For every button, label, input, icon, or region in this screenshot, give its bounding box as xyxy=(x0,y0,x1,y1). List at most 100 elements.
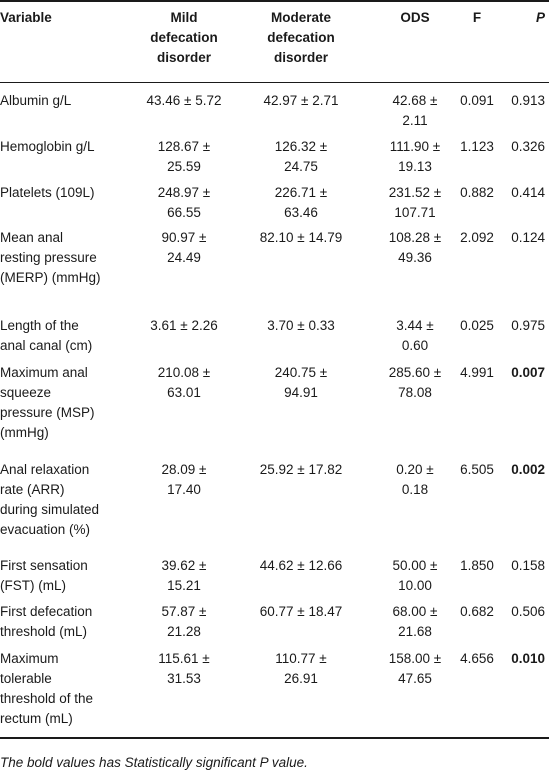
cell-mild: 66.55 xyxy=(167,205,201,220)
cell-p: 0.010 xyxy=(511,651,545,666)
cell-variable: Albumin g/L xyxy=(0,93,72,108)
header-moderate-line-1: Moderate xyxy=(270,10,331,25)
cell-mild: 57.87 ± xyxy=(161,604,207,619)
cell-ods: 10.00 xyxy=(398,578,432,593)
cell-moderate: 94.91 xyxy=(284,385,318,400)
table-header-rule xyxy=(0,82,549,83)
cell-p: 0.007 xyxy=(511,365,545,380)
cell-p: 0.326 xyxy=(511,139,545,154)
cell-variable: (mmHg) xyxy=(0,425,49,440)
cell-ods: 231.52 ± xyxy=(388,185,442,200)
cell-variable: evacuation (%) xyxy=(0,522,91,537)
cell-f: 0.025 xyxy=(460,318,494,333)
cell-p: 0.913 xyxy=(511,93,545,108)
cell-mild: 3.61 ± 2.26 xyxy=(150,318,218,333)
cell-mild: 24.49 xyxy=(167,250,201,265)
cell-f: 0.091 xyxy=(460,93,494,108)
cell-variable: (FST) (mL) xyxy=(0,578,66,593)
cell-f: 4.656 xyxy=(460,651,494,666)
cell-variable: Length of the xyxy=(0,318,79,333)
table-footnote: The bold values has Statistically signif… xyxy=(0,755,308,770)
cell-ods: 68.00 ± xyxy=(392,604,438,619)
cell-mild: 25.59 xyxy=(167,159,201,174)
cell-moderate: 60.77 ± 18.47 xyxy=(259,604,343,619)
cell-ods: 285.60 ± xyxy=(388,365,442,380)
cell-f: 0.882 xyxy=(460,185,494,200)
header-variable: Variable xyxy=(0,10,52,25)
cell-ods: 2.11 xyxy=(402,113,428,128)
header-mild-line-1: Mild xyxy=(170,10,198,25)
cell-f: 6.505 xyxy=(460,462,494,477)
cell-mild: 63.01 xyxy=(167,385,201,400)
header-mild-line-2: defecation xyxy=(150,30,218,45)
header-moderate-line-2: defecation xyxy=(267,30,335,45)
cell-moderate: 26.91 xyxy=(284,671,318,686)
header-mild-line-3: disorder xyxy=(156,50,211,65)
cell-p: 0.158 xyxy=(511,558,545,573)
header-f: F xyxy=(472,10,482,25)
cell-ods: 111.90 ± xyxy=(389,139,441,154)
cell-mild: 17.40 xyxy=(167,482,201,497)
cell-moderate: 110.77 ± xyxy=(275,651,327,666)
cell-moderate: 126.32 ± xyxy=(274,139,328,154)
cell-ods: 3.44 ± xyxy=(396,318,434,333)
cell-variable: pressure (MSP) xyxy=(0,405,95,420)
cell-ods: 49.36 xyxy=(398,250,432,265)
header-ods: ODS xyxy=(400,10,430,25)
cell-mild: 21.28 xyxy=(167,624,201,639)
cell-variable: resting pressure xyxy=(0,250,97,265)
cell-variable: (MERP) (mmHg) xyxy=(0,270,101,285)
cell-ods: 158.00 ± xyxy=(388,651,442,666)
cell-variable: Maximum xyxy=(0,651,59,666)
cell-moderate: 82.10 ± 14.79 xyxy=(259,230,343,245)
cell-ods: 0.60 xyxy=(401,338,429,353)
cell-f: 1.850 xyxy=(460,558,494,573)
table-bottom-rule xyxy=(0,737,549,739)
cell-mild: 15.21 xyxy=(167,578,201,593)
cell-ods: 0.20 ± xyxy=(396,462,434,477)
cell-mild: 28.09 ± xyxy=(161,462,207,477)
cell-variable: threshold of the xyxy=(0,691,94,706)
cell-p: 0.124 xyxy=(511,230,545,245)
cell-variable: First sensation xyxy=(0,558,88,573)
cell-mild: 90.97 ± xyxy=(161,230,207,245)
cell-mild: 248.97 ± xyxy=(157,185,211,200)
cell-variable: Platelets (109L) xyxy=(0,185,95,200)
cell-f: 2.092 xyxy=(460,230,494,245)
cell-variable: tolerable xyxy=(0,671,52,686)
cell-moderate: 24.75 xyxy=(284,159,318,174)
cell-variable: squeeze xyxy=(0,385,52,400)
cell-variable: rate (ARR) xyxy=(0,482,65,497)
cell-p: 0.975 xyxy=(511,318,545,333)
cell-moderate: 226.71 ± xyxy=(274,185,328,200)
cell-variable: threshold (mL) xyxy=(0,624,88,639)
cell-mild: 210.08 ± xyxy=(157,365,211,380)
cell-variable: Hemoglobin g/L xyxy=(0,139,95,154)
cell-ods: 107.71 xyxy=(394,205,436,220)
cell-mild: 115.61 ± xyxy=(158,651,210,666)
header-p: P xyxy=(535,10,545,25)
cell-mild: 39.62 ± xyxy=(161,558,207,573)
cell-mild: 43.46 ± 5.72 xyxy=(146,93,222,108)
header-moderate-line-3: disorder xyxy=(273,50,328,65)
cell-ods: 19.13 xyxy=(398,159,432,174)
cell-ods: 42.68 ± xyxy=(392,93,438,108)
cell-f: 1.123 xyxy=(460,139,494,154)
cell-ods: 78.08 xyxy=(398,385,432,400)
cell-variable: Anal relaxation xyxy=(0,462,90,477)
cell-variable: Mean anal xyxy=(0,230,64,245)
cell-moderate: 25.92 ± 17.82 xyxy=(259,462,343,477)
cell-ods: 21.68 xyxy=(398,624,432,639)
cell-moderate: 63.46 xyxy=(284,205,318,220)
cell-variable: rectum (mL) xyxy=(0,711,73,726)
cell-moderate: 240.75 ± xyxy=(274,365,328,380)
cell-ods: 108.28 ± xyxy=(388,230,442,245)
cell-f: 0.682 xyxy=(460,604,494,619)
cell-ods: 0.18 xyxy=(401,482,429,497)
cell-f: 4.991 xyxy=(460,365,494,380)
cell-mild: 128.67 ± xyxy=(157,139,211,154)
cell-moderate: 44.62 ± 12.66 xyxy=(259,558,343,573)
cell-p: 0.414 xyxy=(511,185,545,200)
table-top-rule xyxy=(0,0,549,2)
cell-variable: First defecation xyxy=(0,604,93,619)
